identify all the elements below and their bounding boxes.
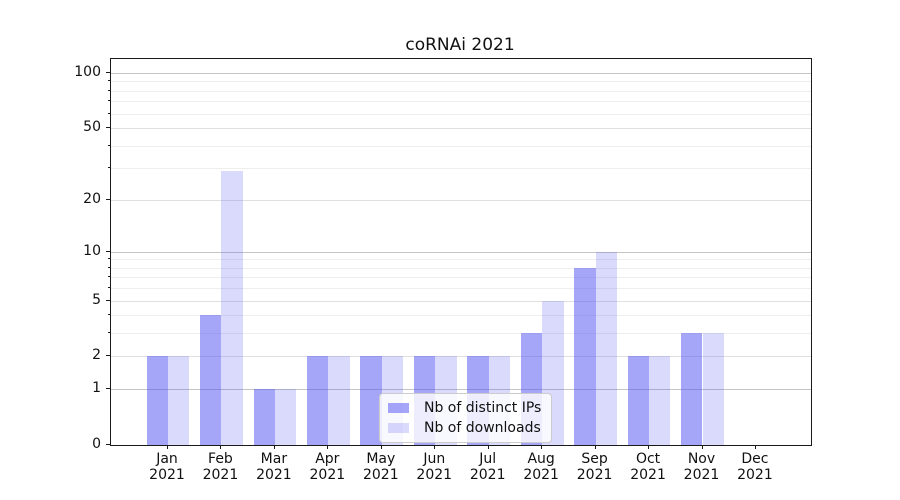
y-axis-minor-tick: [108, 258, 110, 260]
legend: Nb of distinct IPs Nb of downloads: [379, 393, 553, 443]
x-axis-tick: [380, 445, 382, 449]
y-gridline: [111, 72, 811, 74]
x-axis-tick: [434, 445, 436, 449]
bar-distinct-ips: [360, 356, 382, 445]
y-gridline: [111, 127, 811, 129]
x-tick-label: Apr 2021: [309, 451, 346, 483]
x-tick-label: Jul 2021: [469, 451, 506, 483]
legend-label: Nb of downloads: [424, 420, 541, 436]
y-tick-label: 50: [83, 118, 101, 135]
y-minor-gridline: [111, 81, 811, 83]
y-tick-label: 0: [92, 436, 101, 452]
bar-downloads: [328, 356, 350, 445]
y-minor-gridline: [111, 259, 811, 261]
bar-distinct-ips: [306, 356, 329, 445]
legend-label: Nb of distinct IPs: [424, 400, 542, 416]
y-gridline: [111, 356, 811, 358]
y-gridline: [111, 199, 811, 201]
y-axis-minor-tick: [108, 276, 110, 278]
y-axis-tick: [106, 126, 110, 128]
x-tick-label: Feb 2021: [202, 451, 239, 483]
y-axis-minor-tick: [108, 266, 110, 268]
x-tick-label: Dec 2021: [737, 451, 773, 483]
y-gridline: [111, 251, 811, 253]
x-tick-label: Jan 2021: [149, 451, 185, 483]
legend-item: Nb of distinct IPs: [388, 400, 541, 416]
x-tick-label: Mar 2021: [256, 451, 292, 483]
bar-downloads: [595, 251, 617, 445]
x-axis-tick: [648, 445, 650, 449]
downloads-swatch: [388, 423, 409, 433]
chart-title: coRNAi 2021: [405, 35, 515, 55]
bar-downloads: [221, 170, 243, 445]
y-tick-label: 5: [92, 291, 101, 308]
bar-distinct-ips: [146, 356, 168, 445]
y-axis-minor-tick: [108, 144, 110, 146]
x-axis-tick: [541, 445, 543, 449]
y-minor-gridline: [111, 145, 811, 147]
x-axis-tick: [701, 445, 703, 449]
bar-downloads: [274, 389, 297, 445]
y-minor-gridline: [111, 101, 811, 103]
x-tick-label: Jun 2021: [416, 451, 453, 483]
bar-distinct-ips: [627, 356, 650, 445]
y-gridline: [111, 389, 811, 391]
y-minor-gridline: [111, 333, 811, 335]
x-tick-label: May 2021: [362, 451, 399, 483]
bar-distinct-ips: [574, 267, 596, 445]
legend-item: Nb of downloads: [388, 420, 541, 436]
y-minor-gridline: [111, 113, 811, 115]
x-tick-label: Aug 2021: [523, 451, 559, 483]
y-minor-gridline: [111, 168, 811, 170]
x-axis-tick: [220, 445, 222, 449]
y-minor-gridline: [111, 277, 811, 279]
y-axis-tick: [106, 71, 110, 73]
bar-downloads: [168, 356, 190, 445]
y-axis-minor-tick: [108, 100, 110, 102]
plot-area: Nb of distinct IPs Nb of downloads: [110, 58, 812, 446]
y-minor-gridline: [111, 315, 811, 317]
y-minor-gridline: [111, 90, 811, 92]
bar-downloads: [702, 333, 724, 445]
x-axis-tick: [273, 445, 275, 449]
y-tick-label: 1: [92, 380, 101, 397]
y-axis-tick: [106, 299, 110, 301]
y-axis-tick: [106, 198, 110, 200]
bar-downloads: [649, 356, 671, 445]
y-axis-minor-tick: [108, 314, 110, 316]
bar-distinct-ips: [253, 389, 275, 445]
bar-distinct-ips: [200, 315, 222, 445]
x-tick-label: Sep 2021: [576, 451, 613, 483]
x-axis-tick: [167, 445, 168, 449]
y-axis-minor-tick: [108, 80, 110, 82]
x-axis-tick: [487, 445, 489, 449]
y-axis-tick: [106, 388, 110, 390]
y-axis-tick: [106, 355, 110, 357]
y-axis-minor-tick: [108, 89, 110, 91]
y-tick-label: 2: [92, 347, 101, 364]
y-tick-label: 20: [83, 190, 101, 207]
x-axis-tick: [327, 445, 329, 449]
y-tick-label: 10: [83, 242, 101, 259]
y-axis-minor-tick: [108, 287, 110, 289]
y-gridline: [111, 300, 811, 302]
y-axis-tick: [106, 250, 110, 252]
y-tick-label: 100: [74, 63, 101, 80]
x-axis-tick: [594, 445, 596, 449]
y-axis-minor-tick: [108, 332, 110, 334]
x-tick-label: Oct 2021: [630, 451, 666, 483]
x-axis-tick: [754, 445, 756, 449]
y-axis-tick: [106, 444, 110, 445]
x-tick-label: Nov 2021: [683, 451, 720, 483]
y-minor-gridline: [111, 267, 811, 269]
y-axis-minor-tick: [108, 167, 110, 169]
y-axis-minor-tick: [108, 112, 110, 114]
distinct-ips-swatch: [388, 403, 409, 413]
y-minor-gridline: [111, 288, 811, 290]
bar-distinct-ips: [681, 333, 703, 445]
